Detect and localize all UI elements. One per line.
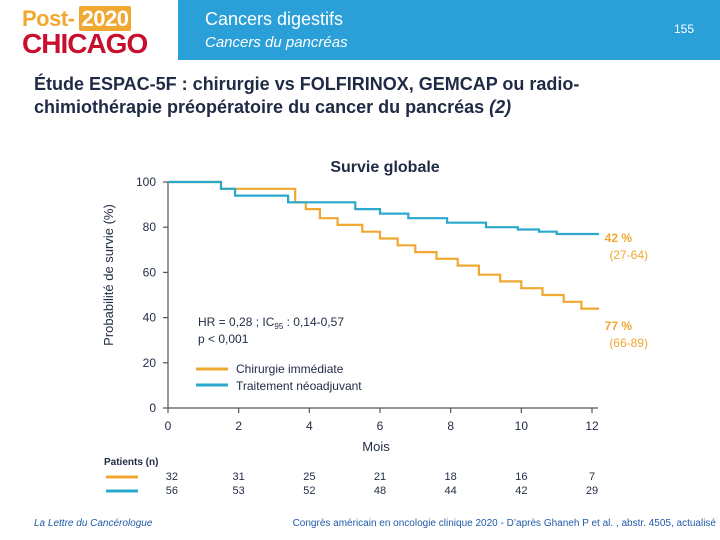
header-title: Cancers digestifs bbox=[205, 9, 344, 29]
hr-annotation-line2: p < 0,001 bbox=[198, 332, 249, 346]
post-chicago-logo: Post- 2020 CHICAGO bbox=[20, 6, 160, 59]
legend-label-blue: Traitement néoadjuvant bbox=[236, 379, 362, 393]
y-tick-label: 60 bbox=[143, 265, 157, 279]
slide-title: Étude ESPAC-5F : chirurgie vs FOLFIRINOX… bbox=[34, 73, 694, 119]
y-tick-label: 100 bbox=[136, 175, 156, 189]
x-axis-label: Mois bbox=[362, 439, 390, 454]
footer-left: La Lettre du Cancérologue bbox=[34, 518, 153, 529]
slide-title-main: Étude ESPAC-5F : chirurgie vs FOLFIRINOX… bbox=[34, 74, 580, 117]
y-tick-label: 0 bbox=[149, 401, 156, 415]
risk-cell-blue: 44 bbox=[445, 485, 457, 497]
risk-cell-blue: 48 bbox=[374, 485, 386, 497]
risk-cell-orange: 31 bbox=[233, 471, 245, 483]
risk-table-title: Patients (n) bbox=[104, 457, 158, 468]
risk-cell-blue: 56 bbox=[166, 485, 178, 497]
risk-cell-orange: 18 bbox=[445, 471, 457, 483]
logo-chicago: CHICAGO bbox=[22, 28, 148, 59]
risk-cell-orange: 7 bbox=[589, 471, 595, 483]
y-tick-label: 20 bbox=[143, 356, 157, 370]
x-tick-label: 12 bbox=[585, 419, 599, 433]
page-number: 155 bbox=[673, 22, 694, 36]
y-tick-label: 80 bbox=[143, 220, 157, 234]
x-tick-label: 8 bbox=[447, 419, 454, 433]
x-tick-label: 10 bbox=[515, 419, 529, 433]
risk-cell-blue: 29 bbox=[586, 485, 598, 497]
x-tick-label: 0 bbox=[165, 419, 172, 433]
slide-title-suffix: (2) bbox=[489, 97, 512, 117]
risk-cell-orange: 16 bbox=[515, 471, 527, 483]
chart-title: Survie globale bbox=[330, 159, 439, 176]
risk-cell-blue: 53 bbox=[233, 485, 245, 497]
legend-label-orange: Chirurgie immédiate bbox=[236, 362, 344, 376]
header-subtitle: Cancers du pancréas bbox=[205, 34, 348, 51]
end-label-orange-ci: (27-64) bbox=[609, 248, 648, 262]
y-axis-label: Probabilité de survie (%) bbox=[101, 204, 116, 346]
risk-cell-orange: 32 bbox=[166, 471, 178, 483]
hr-annotation-line1: HR = 0,28 ; IC95 : 0,14-0,57 bbox=[198, 315, 344, 331]
y-tick-label: 40 bbox=[143, 311, 157, 325]
curve-traitement-neoadjuvant bbox=[168, 180, 600, 236]
x-tick-label: 4 bbox=[306, 419, 313, 433]
end-label-blue-ci: (66-89) bbox=[609, 336, 648, 350]
logo-year: 2020 bbox=[78, 6, 132, 31]
x-tick-label: 2 bbox=[235, 419, 242, 433]
footer-right: Congrès américain en oncologie clinique … bbox=[292, 518, 716, 529]
header-band bbox=[178, 0, 720, 60]
risk-cell-orange: 25 bbox=[303, 471, 315, 483]
risk-cell-orange: 21 bbox=[374, 471, 386, 483]
end-label-blue-pct: 77 % bbox=[605, 319, 633, 333]
curve-chirurgie-immediate bbox=[168, 180, 600, 310]
logo-post: Post- bbox=[22, 6, 75, 31]
risk-cell-blue: 42 bbox=[515, 485, 527, 497]
risk-cell-blue: 52 bbox=[303, 485, 315, 497]
end-label-orange-pct: 42 % bbox=[605, 231, 633, 245]
x-tick-label: 6 bbox=[377, 419, 384, 433]
